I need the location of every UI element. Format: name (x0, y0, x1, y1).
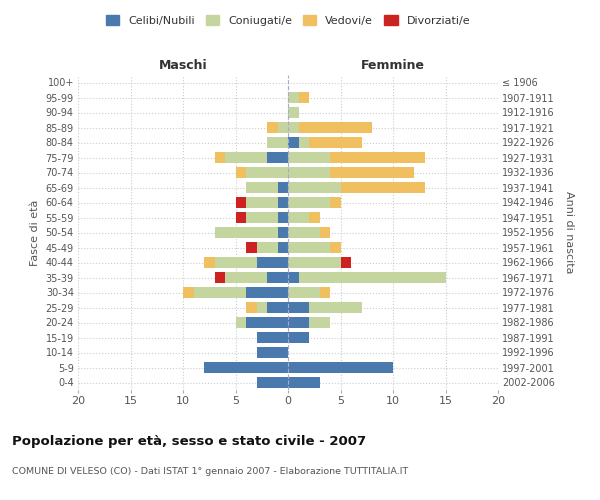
Y-axis label: Anni di nascita: Anni di nascita (565, 191, 574, 274)
Bar (277, 182, 288, 193)
Bar (267, 302, 288, 313)
Bar (288, 242, 330, 253)
Bar (246, 287, 288, 298)
Bar (235, 167, 246, 178)
Bar (267, 122, 277, 133)
Bar (288, 332, 309, 343)
Bar (267, 272, 288, 283)
Bar (277, 212, 288, 223)
Text: Femmine: Femmine (361, 59, 425, 72)
Bar (288, 287, 320, 298)
Bar (277, 197, 288, 208)
Y-axis label: Fasce di età: Fasce di età (30, 200, 40, 266)
Bar (288, 107, 299, 118)
Legend: Celibi/Nubili, Coniugati/e, Vedovi/e, Divorziati/e: Celibi/Nubili, Coniugati/e, Vedovi/e, Di… (101, 10, 475, 30)
Bar (288, 362, 393, 373)
Bar (246, 242, 257, 253)
Bar (288, 257, 341, 268)
Bar (288, 302, 309, 313)
Bar (257, 377, 288, 388)
Text: Maschi: Maschi (158, 59, 208, 72)
Bar (257, 332, 288, 343)
Bar (288, 167, 330, 178)
Bar (225, 272, 267, 283)
Bar (267, 152, 288, 163)
Bar (330, 167, 414, 178)
Bar (235, 197, 246, 208)
Bar (299, 137, 309, 148)
Bar (257, 347, 288, 358)
Bar (341, 257, 351, 268)
Bar (288, 227, 320, 238)
Bar (267, 137, 288, 148)
Bar (257, 242, 277, 253)
Bar (320, 287, 330, 298)
Bar (288, 377, 320, 388)
Bar (257, 257, 288, 268)
Bar (288, 272, 299, 283)
Text: Popolazione per età, sesso e stato civile - 2007: Popolazione per età, sesso e stato civil… (12, 435, 366, 448)
Bar (309, 212, 320, 223)
Bar (183, 287, 193, 298)
Bar (288, 122, 299, 133)
Bar (277, 242, 288, 253)
Bar (193, 287, 246, 298)
Bar (288, 182, 341, 193)
Bar (341, 182, 425, 193)
Bar (320, 227, 330, 238)
Bar (277, 227, 288, 238)
Bar (246, 212, 277, 223)
Bar (204, 257, 215, 268)
Bar (257, 302, 267, 313)
Bar (215, 272, 225, 283)
Bar (299, 272, 445, 283)
Bar (288, 212, 309, 223)
Bar (299, 92, 309, 103)
Bar (277, 122, 288, 133)
Bar (225, 152, 267, 163)
Bar (299, 122, 372, 133)
Bar (309, 137, 361, 148)
Bar (215, 152, 225, 163)
Bar (246, 302, 257, 313)
Bar (288, 152, 330, 163)
Bar (309, 317, 330, 328)
Bar (330, 197, 341, 208)
Bar (330, 152, 425, 163)
Bar (246, 197, 277, 208)
Bar (246, 182, 277, 193)
Bar (215, 257, 257, 268)
Bar (288, 197, 330, 208)
Bar (246, 317, 288, 328)
Bar (204, 362, 288, 373)
Bar (330, 242, 341, 253)
Bar (215, 227, 277, 238)
Bar (288, 137, 299, 148)
Bar (309, 302, 361, 313)
Bar (288, 317, 309, 328)
Text: COMUNE DI VELESO (CO) - Dati ISTAT 1° gennaio 2007 - Elaborazione TUTTITALIA.IT: COMUNE DI VELESO (CO) - Dati ISTAT 1° ge… (12, 468, 408, 476)
Bar (246, 167, 288, 178)
Bar (288, 92, 299, 103)
Bar (235, 212, 246, 223)
Bar (235, 317, 246, 328)
